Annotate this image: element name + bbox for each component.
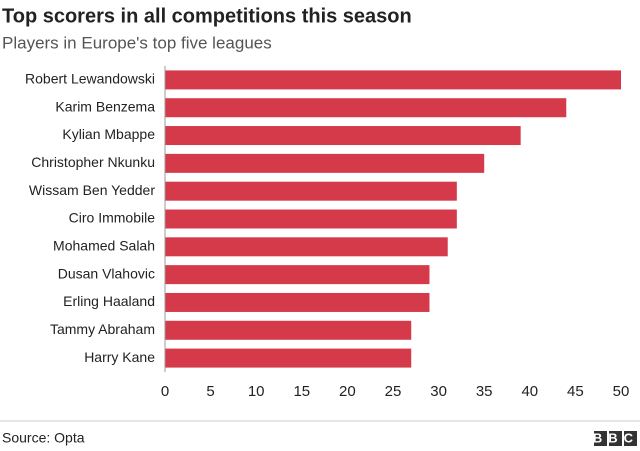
x-tick-label: 5 <box>206 383 214 400</box>
y-tick-label: Kylian Mbappe <box>62 126 155 142</box>
bar <box>165 209 457 229</box>
y-tick-label: Karim Benzema <box>55 98 155 114</box>
y-tick-label: Erling Haaland <box>63 293 155 309</box>
bar <box>165 292 430 312</box>
bar <box>165 98 567 118</box>
logo: BBC <box>593 430 639 446</box>
bar <box>165 265 430 285</box>
x-tick-label: 35 <box>476 383 493 400</box>
bar <box>165 237 448 257</box>
x-tick-label: 10 <box>248 383 265 400</box>
bar <box>165 70 621 90</box>
x-tick-label: 50 <box>613 383 630 400</box>
x-tick-label: 45 <box>567 383 584 400</box>
bar <box>165 320 412 340</box>
source: Source: Opta <box>2 430 85 446</box>
y-tick-label: Harry Kane <box>84 349 155 365</box>
x-tick-label: 25 <box>385 383 402 400</box>
bar <box>165 153 485 173</box>
chart-title: Top scorers in all competitions this sea… <box>2 5 412 27</box>
y-tick-label: Tammy Abraham <box>50 321 155 337</box>
x-tick-label: 15 <box>293 383 310 400</box>
y-tick-label: Christopher Nkunku <box>31 154 155 170</box>
x-tick-label: 40 <box>521 383 538 400</box>
chart-subtitle: Players in Europe's top five leagues <box>2 33 272 52</box>
logo-text: BBC <box>593 430 639 445</box>
y-tick-label: Dusan Vlahovic <box>58 265 155 281</box>
bar <box>165 126 521 146</box>
x-tick-label: 0 <box>161 383 169 400</box>
y-tick-label: Ciro Immobile <box>69 210 156 226</box>
y-tick-label: Wissam Ben Yedder <box>29 182 155 198</box>
bar <box>165 348 412 368</box>
y-tick-label: Mohamed Salah <box>53 238 155 254</box>
x-tick-label: 30 <box>430 383 447 400</box>
bar <box>165 181 457 201</box>
x-tick-label: 20 <box>339 383 356 400</box>
y-tick-label: Robert Lewandowski <box>25 71 155 87</box>
